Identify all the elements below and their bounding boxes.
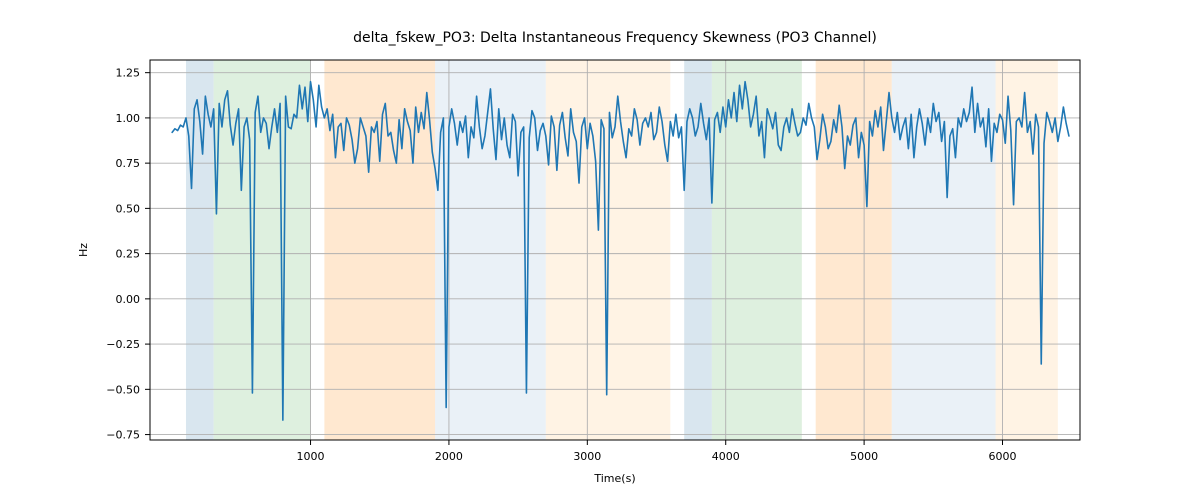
y-tick-label: 0.25 <box>116 248 141 261</box>
band <box>324 60 435 440</box>
band <box>435 60 546 440</box>
x-tick-label: 4000 <box>712 450 740 463</box>
y-tick-label: 1.25 <box>116 67 141 80</box>
chart-svg: delta_fskew_PO3: Delta Instantaneous Fre… <box>0 0 1200 500</box>
x-tick-label: 1000 <box>297 450 325 463</box>
x-tick-label: 6000 <box>989 450 1017 463</box>
x-tick-label: 2000 <box>435 450 463 463</box>
y-tick-label: −0.50 <box>106 383 140 396</box>
y-axis-label: Hz <box>77 243 90 257</box>
band <box>816 60 892 440</box>
chart-title: delta_fskew_PO3: Delta Instantaneous Fre… <box>353 30 877 46</box>
band <box>892 60 996 440</box>
y-tick-label: 0.00 <box>116 293 141 306</box>
x-axis-label: Time(s) <box>593 472 635 485</box>
y-tick-label: −0.25 <box>106 338 140 351</box>
x-tick-label: 3000 <box>573 450 601 463</box>
x-tick-label: 5000 <box>850 450 878 463</box>
chart-container: delta_fskew_PO3: Delta Instantaneous Fre… <box>0 0 1200 500</box>
y-tick-label: 0.75 <box>116 157 141 170</box>
y-tick-label: −0.75 <box>106 429 140 442</box>
y-tick-label: 1.00 <box>116 112 141 125</box>
y-tick-label: 0.50 <box>116 202 141 215</box>
